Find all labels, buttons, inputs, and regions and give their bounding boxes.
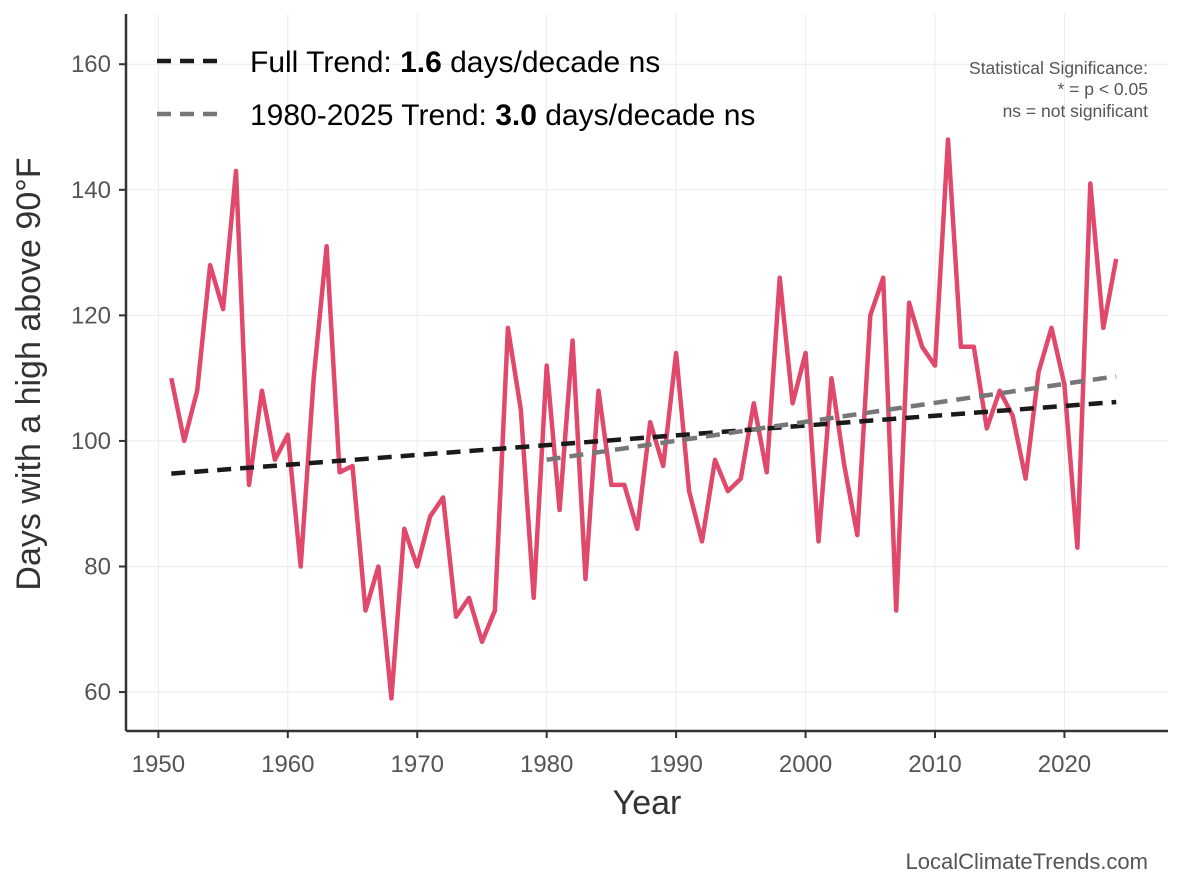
trend-line-1 (546, 374, 1117, 462)
legend-prefix-1980-trend: 1980-2025 Trend: (250, 99, 495, 132)
y-axis-title: Days with a high above 90°F (10, 157, 48, 590)
y-tick-label-120: 120 (71, 302, 111, 329)
x-tick-label-1990: 1990 (649, 751, 702, 778)
legend-suffix-1980-trend: days/decade ns (537, 99, 755, 132)
trend-layer (171, 374, 1117, 476)
legend-suffix-full-trend: days/decade ns (442, 46, 660, 79)
legend-label-full-trend: Full Trend: 1.6 days/decade ns (250, 46, 660, 79)
y-tick-label-160: 160 (71, 51, 111, 78)
source-credit: LocalClimateTrends.com (906, 849, 1149, 874)
x-tick-label-2020: 2020 (1038, 751, 1091, 778)
y-tick-label-80: 80 (84, 554, 111, 581)
significance-note-line-2: * = p < 0.05 (1058, 79, 1149, 99)
legend: Full Trend: 1.6 days/decade ns 1980-2025… (157, 46, 755, 132)
y-tick-label-60: 60 (84, 679, 111, 706)
trend-line-0 (171, 399, 1117, 476)
x-tick-label-1960: 1960 (261, 751, 314, 778)
significance-note-line-1: Statistical Significance: (969, 58, 1148, 78)
legend-label-1980-trend: 1980-2025 Trend: 3.0 days/decade ns (250, 99, 755, 132)
y-tick-label-100: 100 (71, 428, 111, 455)
x-tick-label-1950: 1950 (132, 751, 185, 778)
series-layer (169, 137, 1119, 701)
legend-value-1980-trend: 3.0 (495, 99, 537, 132)
axes (124, 14, 1168, 733)
x-tick-label-2010: 2010 (908, 751, 961, 778)
legend-value-full-trend: 1.6 (400, 46, 442, 79)
y-tick-label-140: 140 (71, 177, 111, 204)
significance-note-line-3: ns = not significant (1003, 101, 1149, 121)
x-tick-label-2000: 2000 (779, 751, 832, 778)
significance-note: Statistical Significance: * = p < 0.05 n… (969, 58, 1148, 121)
ticks: 1950 1960 1970 1980 1990 2000 2010 2020 60 80 100 1… (71, 51, 1091, 778)
x-tick-label-1970: 1970 (391, 751, 444, 778)
series-line-0 (169, 137, 1119, 701)
legend-prefix-full-trend: Full Trend: (250, 46, 400, 79)
x-axis-title: Year (613, 784, 682, 822)
x-tick-label-1980: 1980 (520, 751, 573, 778)
